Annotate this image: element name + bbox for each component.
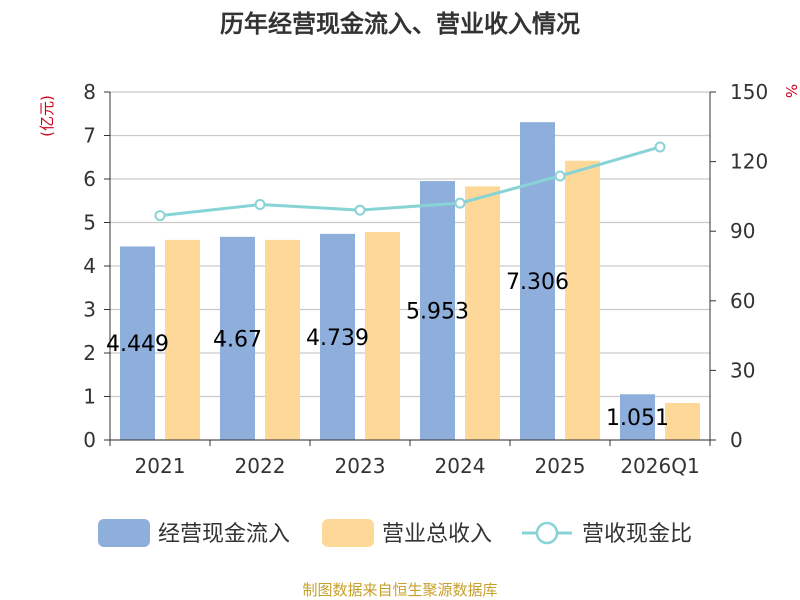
bar-value-label: 7.306 <box>506 270 569 295</box>
axes: 0 1 2 3 4 5 6 7 8 0 30 60 90 120 150 2021 2022 2023 2024 20… <box>83 80 768 478</box>
legend-swatch <box>98 519 150 547</box>
legend-label: 营收现金比 <box>582 522 692 547</box>
bar <box>265 239 300 440</box>
left-tick-label: 0 <box>83 428 96 452</box>
bar <box>165 239 200 440</box>
bar-value-label: 1.051 <box>606 406 669 431</box>
left-tick-label: 5 <box>83 211 96 235</box>
left-tick-label: 6 <box>83 167 96 191</box>
bar <box>220 236 255 440</box>
bar <box>665 403 700 440</box>
legend-label: 营业总收入 <box>382 522 492 547</box>
right-axis-unit: % <box>782 84 800 98</box>
left-tick-label: 8 <box>83 80 96 104</box>
source-note: 制图数据来自恒生聚源数据库 <box>302 581 497 599</box>
x-tick-label: 2026Q1 <box>620 454 699 478</box>
legend: 经营现金流入 营业总收入 营收现金比 <box>98 519 692 547</box>
bar-value-label: 4.67 <box>213 327 262 352</box>
right-tick-label: 120 <box>730 150 768 174</box>
chart-title: 历年经营现金流入、营业收入情况 <box>220 10 580 38</box>
right-tick-label: 30 <box>730 358 755 382</box>
right-tick-label: 60 <box>730 289 755 313</box>
bar-value-label: 4.739 <box>306 326 369 351</box>
right-tick-label: 0 <box>730 428 743 452</box>
bar <box>120 246 155 440</box>
left-tick-label: 2 <box>83 341 96 365</box>
ratio-point <box>654 141 666 153</box>
bar-value-label: 4.449 <box>106 332 169 357</box>
legend-label: 经营现金流入 <box>158 522 290 547</box>
legend-swatch-marker <box>535 521 559 545</box>
x-tick-label: 2025 <box>535 454 586 478</box>
bar <box>565 160 600 441</box>
bar-value-label: 5.953 <box>406 300 469 325</box>
ratio-line <box>154 141 666 222</box>
bar <box>520 122 555 441</box>
bar <box>320 233 355 440</box>
ratio-point <box>154 210 166 222</box>
x-tick-label: 2023 <box>335 454 386 478</box>
bar <box>620 394 655 440</box>
legend-swatch <box>322 519 374 547</box>
right-tick-label: 150 <box>730 80 768 104</box>
right-tick-label: 90 <box>730 219 755 243</box>
left-axis-unit: (亿元) <box>38 95 56 137</box>
x-tick-label: 2022 <box>235 454 286 478</box>
ratio-line-path <box>159 145 661 218</box>
ratio-point <box>454 197 466 209</box>
bar <box>420 181 455 440</box>
bars <box>120 122 700 441</box>
ratio-point <box>254 199 266 211</box>
ratio-point <box>354 204 366 216</box>
left-tick-label: 4 <box>83 254 96 278</box>
left-tick-label: 3 <box>83 298 96 322</box>
x-tick-label: 2024 <box>435 454 486 478</box>
left-tick-label: 1 <box>83 385 96 409</box>
x-tick-label: 2021 <box>135 454 186 478</box>
left-tick-label: 7 <box>83 124 96 148</box>
grid <box>110 91 710 441</box>
data-labels: 4.449 4.67 4.739 5.953 7.306 1.051 <box>106 270 669 431</box>
bar <box>465 186 500 440</box>
ratio-point <box>554 170 566 182</box>
bar <box>365 232 400 440</box>
